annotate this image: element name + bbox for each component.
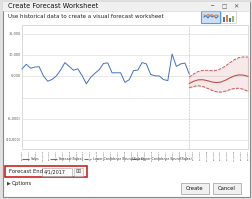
- Text: 1/1/2019: 1/1/2019: [212, 150, 214, 160]
- FancyBboxPatch shape: [3, 2, 249, 197]
- Text: 10/1/2013: 10/1/2013: [69, 150, 70, 161]
- FancyBboxPatch shape: [5, 166, 87, 177]
- Bar: [42, 168, 72, 176]
- FancyBboxPatch shape: [180, 183, 208, 194]
- Text: Upper Confidence Bound(Sales): Upper Confidence Bound(Sales): [140, 157, 191, 161]
- Text: 4/1/2014: 4/1/2014: [83, 150, 84, 160]
- Text: Lower Confidence Bound(Sales): Lower Confidence Bound(Sales): [93, 157, 143, 161]
- Text: ⊞: ⊞: [76, 169, 81, 174]
- Text: (10,000): (10,000): [6, 139, 21, 142]
- FancyBboxPatch shape: [220, 11, 236, 22]
- Text: 4/1/2017: 4/1/2017: [44, 169, 66, 174]
- Text: Create: Create: [185, 186, 203, 191]
- Text: 4/1/2012: 4/1/2012: [28, 150, 29, 160]
- Text: 7/1/2014: 7/1/2014: [89, 150, 91, 160]
- Text: 1/1/2020: 1/1/2020: [239, 150, 241, 160]
- Bar: [231, 16, 233, 21]
- Text: 4/1/2016: 4/1/2016: [137, 150, 139, 160]
- Bar: [22, 25, 247, 149]
- FancyBboxPatch shape: [212, 183, 240, 194]
- FancyBboxPatch shape: [201, 11, 220, 22]
- Text: 7/1/2013: 7/1/2013: [62, 150, 64, 160]
- Bar: [3, 2, 249, 11]
- Text: 4/1/2018: 4/1/2018: [192, 150, 193, 160]
- Text: 15,000: 15,000: [9, 32, 21, 36]
- Text: 10/1/2017: 10/1/2017: [178, 150, 180, 161]
- Text: Create Forecast Worksheet: Create Forecast Worksheet: [8, 4, 98, 10]
- Text: 5,000: 5,000: [11, 74, 21, 78]
- Text: 4/1/2013: 4/1/2013: [55, 150, 57, 160]
- Text: □: □: [220, 4, 226, 9]
- Text: 10/1/2016: 10/1/2016: [151, 150, 152, 161]
- Text: 10,000: 10,000: [9, 53, 21, 57]
- Text: Cancel: Cancel: [217, 186, 235, 191]
- Text: 10/1/2012: 10/1/2012: [42, 150, 43, 161]
- Text: Forecast End: Forecast End: [9, 169, 43, 174]
- Text: 1/1/2013: 1/1/2013: [48, 150, 50, 160]
- Text: 1/1/2016: 1/1/2016: [130, 150, 132, 160]
- Text: Sales: Sales: [31, 157, 40, 161]
- Text: 4/1/2017: 4/1/2017: [164, 150, 166, 160]
- Bar: [74, 168, 83, 176]
- Text: 1/1/2017: 1/1/2017: [158, 150, 159, 160]
- Text: Options: Options: [12, 180, 32, 185]
- Bar: [225, 15, 227, 21]
- Text: 7/1/2016: 7/1/2016: [144, 150, 145, 160]
- Text: ✕: ✕: [232, 4, 238, 9]
- Text: 4/1/2019: 4/1/2019: [219, 150, 220, 160]
- Text: 10/1/2018: 10/1/2018: [205, 150, 207, 161]
- Bar: [222, 17, 224, 21]
- Text: 4/1/2020: 4/1/2020: [246, 150, 248, 160]
- Text: 1/1/2014: 1/1/2014: [76, 150, 77, 160]
- Text: 1/1/2015: 1/1/2015: [103, 150, 105, 160]
- Text: 7/1/2012: 7/1/2012: [35, 150, 36, 160]
- Text: 10/1/2014: 10/1/2014: [96, 150, 98, 161]
- Text: ─: ─: [210, 4, 213, 9]
- Text: 7/1/2018: 7/1/2018: [199, 150, 200, 160]
- Text: 10/1/2019: 10/1/2019: [233, 150, 234, 161]
- Text: 7/1/2017: 7/1/2017: [171, 150, 173, 160]
- Text: 7/1/2015: 7/1/2015: [117, 150, 118, 160]
- Bar: [228, 18, 230, 21]
- Text: 10/1/2015: 10/1/2015: [123, 150, 125, 161]
- Text: 7/1/2019: 7/1/2019: [226, 150, 227, 160]
- Text: 4/1/2015: 4/1/2015: [110, 150, 111, 160]
- Text: Use historical data to create a visual forecast worksheet: Use historical data to create a visual f…: [8, 15, 163, 20]
- Text: 1/1/2012: 1/1/2012: [21, 150, 23, 160]
- Text: 1/1/2018: 1/1/2018: [185, 150, 186, 160]
- Text: (5,000): (5,000): [8, 117, 21, 121]
- Text: Forecast(Sales): Forecast(Sales): [59, 157, 83, 161]
- Text: ▶: ▶: [7, 180, 11, 185]
